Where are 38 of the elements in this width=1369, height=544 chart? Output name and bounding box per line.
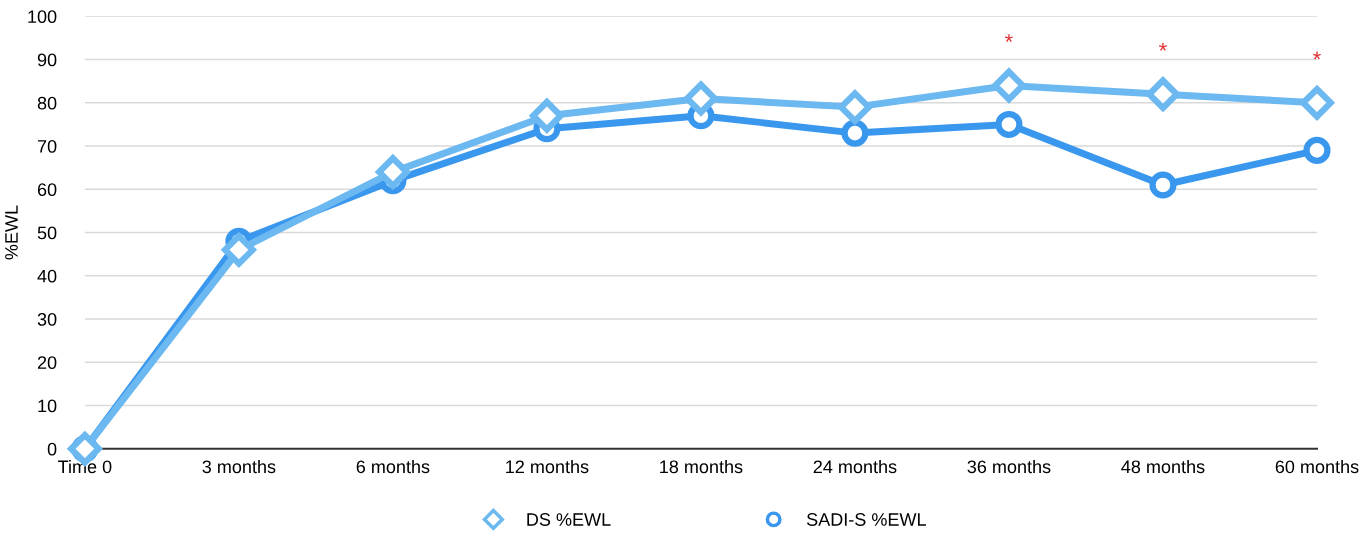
point: [1300, 85, 1334, 120]
y-tick-label: 50: [37, 226, 57, 240]
y-tick-label: 70: [37, 140, 57, 153]
point: [222, 232, 256, 267]
y-tick-label: 10: [38, 399, 57, 413]
point: [376, 155, 410, 189]
annotation: *: [1159, 42, 1167, 51]
point: [684, 81, 718, 116]
y-tick-label: 80: [37, 96, 57, 110]
point: [1149, 171, 1177, 199]
y-tick-label: 20: [37, 356, 57, 370]
annotation: *: [1004, 34, 1013, 43]
x-tick-label: Time 0: [58, 459, 112, 474]
point: [1303, 136, 1331, 164]
point: [838, 90, 872, 125]
x-tick-label: 24 months: [813, 459, 897, 474]
x-tick-label: 48 months: [1121, 459, 1205, 474]
y-tick-label: 0: [47, 442, 57, 456]
point: [992, 68, 1026, 103]
annotation: *: [1313, 51, 1321, 60]
point: [995, 110, 1023, 138]
legend-label: DS %EWL: [527, 513, 611, 526]
y-tick-label: 60: [37, 183, 57, 197]
x-tick-label: 12 months: [506, 459, 589, 474]
x-tick-label: 3 months: [202, 459, 276, 474]
x-tick-label: 36 months: [967, 459, 1051, 474]
y-tick-label: 40: [37, 269, 57, 283]
y-axis-title: %EWL: [5, 205, 18, 260]
x-tick-label: 6 months: [356, 459, 430, 474]
x-tick-label: 18 months: [660, 459, 743, 474]
y-tick-label: 30: [37, 312, 57, 326]
legend-label: SADI-S %EWL: [806, 513, 926, 526]
point: [530, 98, 564, 133]
point: [1146, 77, 1180, 112]
point: [841, 119, 869, 147]
y-tick-label: 90: [37, 53, 57, 67]
y-tick-label: 100: [28, 10, 57, 24]
x-tick-label: 60 months: [1275, 459, 1359, 474]
